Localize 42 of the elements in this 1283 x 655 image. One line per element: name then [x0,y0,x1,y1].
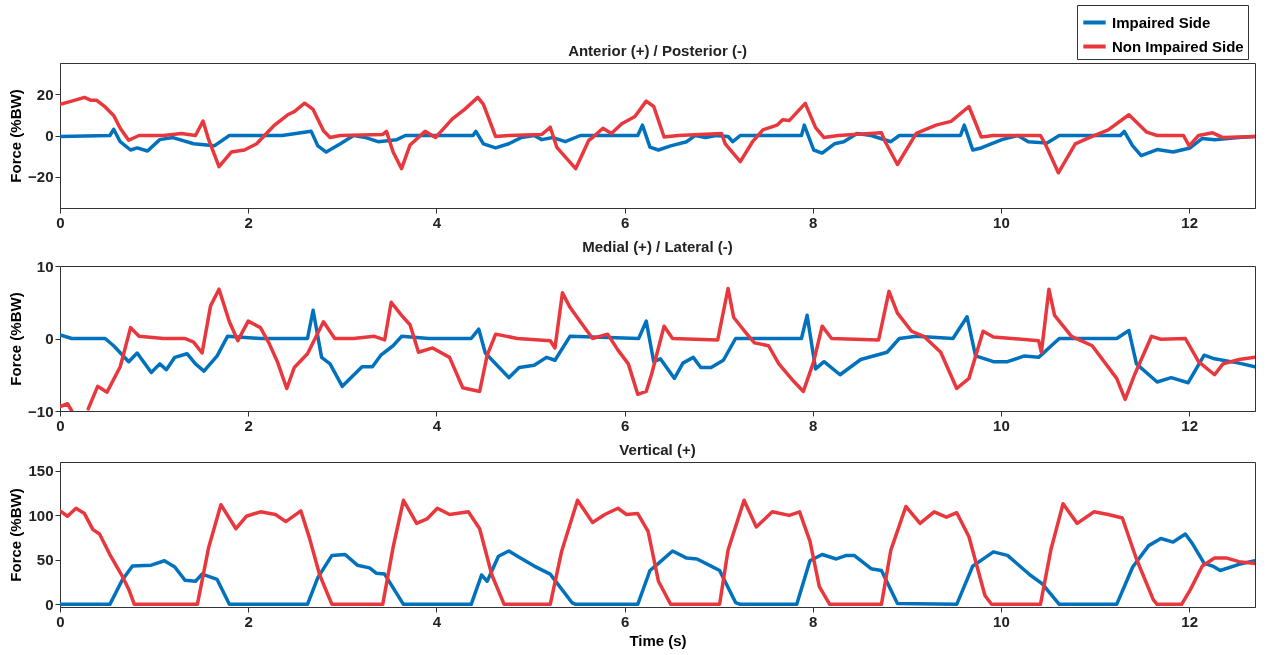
x-tick-label: 4 [432,213,442,231]
y-tick-label: 0 [45,127,54,144]
y-tick-label: 50 [36,551,54,569]
y-axis-title: Force (%BW) [7,488,25,582]
x-tick-label: 0 [56,213,65,231]
x-tick-label: 8 [809,612,818,630]
y-tick-label: −10 [28,402,54,420]
x-tick-label: 12 [1181,612,1198,630]
x-tick-label: 12 [1181,416,1198,434]
x-tick-label: 6 [620,612,630,630]
y-axis-title: Force (%BW) [7,292,25,386]
x-tick-label: 10 [993,416,1010,434]
x-tick-label: 2 [244,213,253,231]
x-tick-label: 4 [432,612,442,630]
y-tick-label: −20 [28,168,54,186]
line-series [60,95,1255,175]
x-tick-label: 8 [809,213,818,231]
y-tick-label: 10 [36,257,54,275]
legend-label: Non Impaired Side [1112,37,1244,55]
legend-label: Impaired Side [1112,13,1211,31]
y-tick-label: 20 [36,85,54,103]
x-tick-label: 6 [620,213,630,231]
x-tick-label: 8 [809,416,818,434]
y-tick-label: 100 [28,506,54,524]
x-tick-label: 4 [432,416,442,434]
y-tick-label: 0 [45,330,54,347]
x-tick-label: 0 [56,612,65,630]
x-tick-label: 0 [56,416,65,434]
x-axis-title: Time (s) [629,631,687,649]
x-tick-label: 10 [993,612,1010,630]
x-tick-label: 10 [993,213,1010,231]
line-series [60,308,1255,389]
x-tick-label: 2 [244,612,253,630]
y-tick-label: 0 [45,595,54,613]
y-tick-label: 150 [28,462,54,480]
x-tick-label: 6 [620,416,630,434]
chart-title: Anterior (+) / Posterior (-) [568,42,747,59]
chart-title: Medial (+) / Lateral (-) [582,238,733,255]
x-tick-label: 12 [1181,213,1198,231]
chart-title: Vertical (+) [619,441,696,458]
y-axis-title: Force (%BW) [7,89,25,183]
x-tick-label: 2 [244,416,253,434]
